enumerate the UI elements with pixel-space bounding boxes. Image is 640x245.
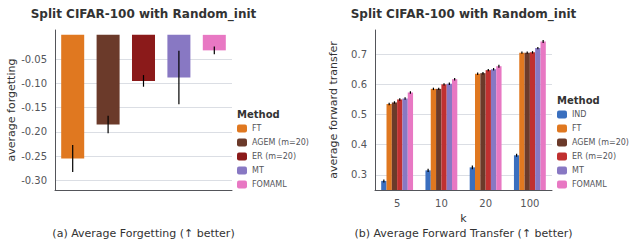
svg-text:FOMAML: FOMAML bbox=[252, 180, 287, 189]
svg-text:-0.10: -0.10 bbox=[21, 78, 47, 89]
svg-text:IND: IND bbox=[572, 110, 587, 119]
svg-text:AGEM (m=20): AGEM (m=20) bbox=[252, 138, 309, 147]
svg-text:5: 5 bbox=[394, 198, 400, 209]
svg-text:FOMAML: FOMAML bbox=[572, 180, 607, 189]
svg-text:Method: Method bbox=[237, 109, 280, 120]
svg-text:-0.30: -0.30 bbox=[21, 175, 47, 186]
svg-text:Method: Method bbox=[557, 95, 600, 106]
svg-text:Split CIFAR-100 with Random_in: Split CIFAR-100 with Random_init bbox=[31, 7, 257, 22]
svg-text:0.3: 0.3 bbox=[351, 169, 367, 180]
svg-text:k: k bbox=[460, 212, 467, 225]
svg-text:(a) Average Forgetting (↑ bett: (a) Average Forgetting (↑ better) bbox=[52, 227, 234, 240]
svg-text:MT: MT bbox=[572, 166, 584, 175]
svg-text:FT: FT bbox=[572, 124, 581, 133]
svg-text:0.5: 0.5 bbox=[351, 109, 367, 120]
svg-text:-0.15: -0.15 bbox=[21, 102, 47, 113]
svg-text:Split CIFAR-100 with Random_in: Split CIFAR-100 with Random_init bbox=[351, 7, 577, 22]
svg-text:10: 10 bbox=[435, 198, 448, 209]
svg-text:average forgetting: average forgetting bbox=[5, 59, 18, 162]
svg-text:100: 100 bbox=[520, 198, 539, 209]
svg-text:ER (m=20): ER (m=20) bbox=[572, 152, 616, 161]
svg-text:20: 20 bbox=[479, 198, 492, 209]
svg-text:FT: FT bbox=[252, 124, 261, 133]
svg-text:ER (m=20): ER (m=20) bbox=[252, 152, 296, 161]
svg-text:-0.05: -0.05 bbox=[21, 54, 47, 65]
svg-text:0.6: 0.6 bbox=[351, 79, 367, 90]
svg-text:MT: MT bbox=[252, 166, 264, 175]
svg-text:-0.20: -0.20 bbox=[21, 126, 47, 137]
svg-text:(b) Average Forward Transfer (: (b) Average Forward Transfer (↑ better) bbox=[354, 227, 572, 240]
svg-text:0.4: 0.4 bbox=[351, 139, 367, 150]
svg-text:-0.25: -0.25 bbox=[21, 151, 47, 162]
svg-text:average forward transfer: average forward transfer bbox=[327, 41, 340, 179]
svg-text:AGEM (m=20): AGEM (m=20) bbox=[572, 138, 629, 147]
svg-text:0.7: 0.7 bbox=[351, 49, 367, 60]
